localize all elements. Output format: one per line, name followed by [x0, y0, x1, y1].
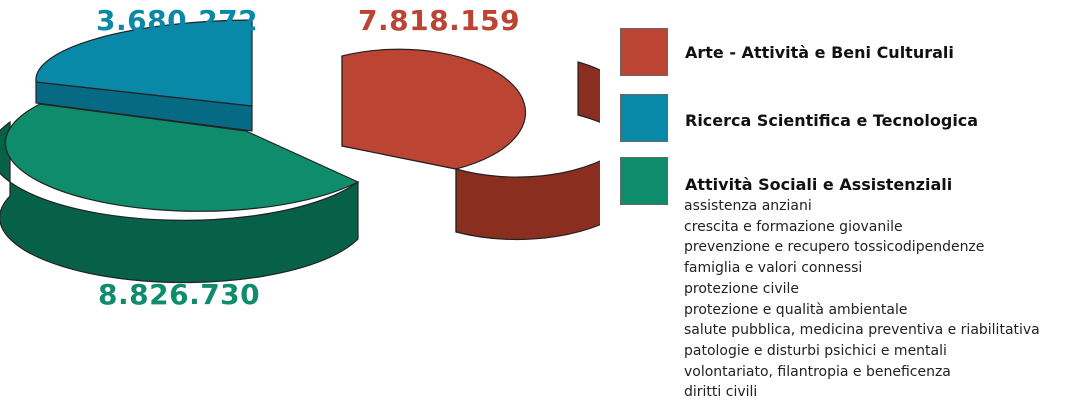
legend-label-arte: Arte - Attività e Beni Culturali [685, 43, 954, 62]
sociali-sub-items: assistenza anziani crescita e formazione… [684, 196, 1040, 403]
slice-sociali-top [4, 103, 360, 212]
slice-ricerca [35, 19, 253, 132]
legend-swatch-arte [620, 28, 668, 76]
slice-sociali [0, 103, 360, 284]
sub-item: assistenza anziani [684, 198, 812, 214]
value-label-arte: 7.818.159 [358, 4, 521, 37]
legend-label-sociali: Attività Sociali e Assistenziali [685, 175, 953, 194]
sub-item: protezione civile [684, 280, 800, 297]
sub-item: volontariato, filantropia e beneficenza [684, 363, 951, 380]
sub-item: protezione e qualità ambientale [684, 301, 908, 318]
pie-chart [0, 19, 600, 284]
slice-arte [341, 48, 600, 241]
value-label-ricerca: 3.680.272 [96, 4, 259, 37]
sub-item: diritti civili [684, 384, 758, 401]
slice-arte-side [341, 56, 600, 241]
sub-item: salute pubblica, medicina preventiva e r… [684, 322, 1040, 339]
slice-sociali-side [0, 120, 359, 284]
slice-arte-top [341, 48, 527, 170]
legend-swatch-ricerca [620, 94, 668, 142]
slice-ricerca-top [35, 19, 253, 107]
sub-item: crescita e formazione giovanile [684, 218, 903, 235]
sub-item: famiglia e valori connessi [684, 260, 863, 277]
sub-item: prevenzione e recupero tossicodipendenze [684, 239, 985, 256]
value-label-sociali: 8.826.730 [98, 278, 261, 311]
legend-swatch-sociali [620, 157, 668, 205]
legend-label-ricerca: Ricerca Scientifica e Tecnologica [685, 111, 979, 130]
sub-item: patologie e disturbi psichici e mentali [684, 342, 947, 359]
